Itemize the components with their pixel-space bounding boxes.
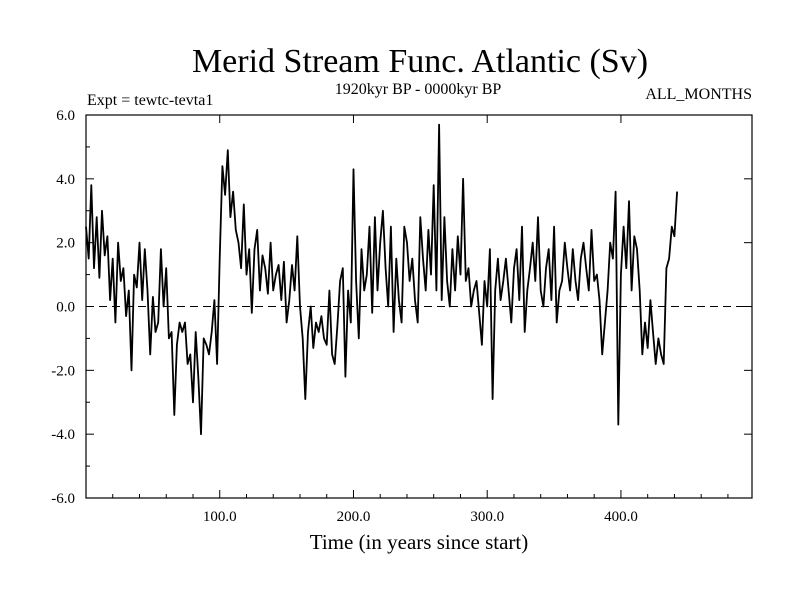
x-axis-label: Time (in years since start): [310, 530, 529, 554]
x-tick-label: 100.0: [203, 509, 237, 525]
x-tick-label: 200.0: [337, 509, 371, 525]
y-tick-label: -2.0: [51, 363, 75, 379]
y-tick-label: 6.0: [56, 108, 75, 124]
chart-title: Merid Stream Func. Atlantic (Sv): [192, 43, 648, 80]
x-axis: 100.0 200.0 300.0 400.0: [112, 115, 729, 525]
y-tick-label: 2.0: [56, 236, 75, 252]
y-tick-label: 0.0: [56, 300, 75, 316]
x-tick-label: 300.0: [470, 509, 504, 525]
months-label: ALL_MONTHS: [645, 86, 752, 103]
y-tick-label: -6.0: [51, 491, 75, 507]
period-label: 1920kyr BP - 0000kyr BP: [335, 81, 502, 98]
series-line: [85, 123, 678, 436]
y-tick-label: -4.0: [51, 427, 75, 443]
x-tick-label: 400.0: [604, 509, 638, 525]
y-tick-label: 4.0: [56, 172, 75, 188]
experiment-label: Expt = tewtc-tevta1: [87, 92, 213, 109]
